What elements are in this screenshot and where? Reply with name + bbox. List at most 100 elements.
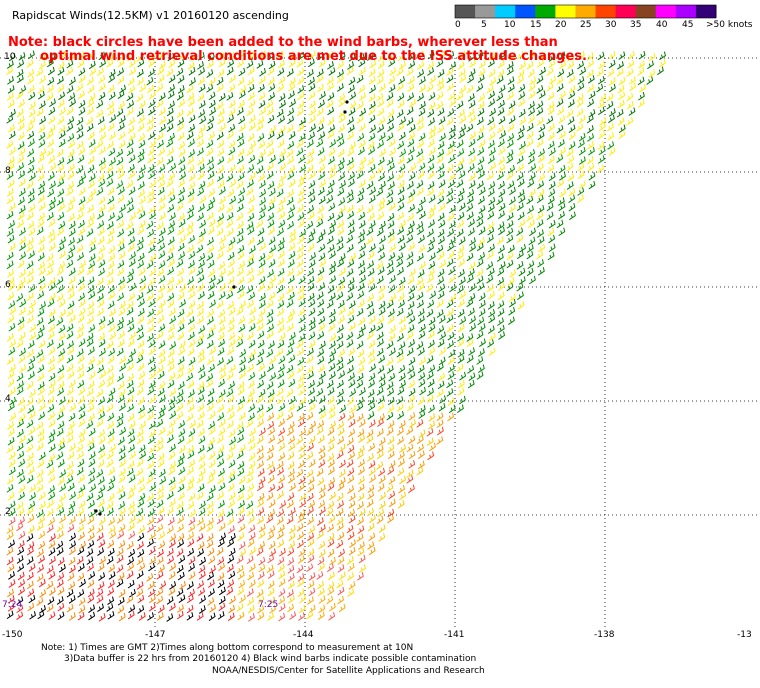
wind-barb xyxy=(356,74,364,84)
wind-barb xyxy=(29,492,36,501)
wind-barb xyxy=(218,389,226,398)
wind-barb xyxy=(117,260,125,269)
wind-barb xyxy=(88,212,95,222)
wind-barb xyxy=(68,595,76,604)
wind-barb xyxy=(178,420,186,429)
wind-barb xyxy=(438,116,446,125)
wind-barb xyxy=(78,428,86,438)
wind-barb xyxy=(186,244,194,253)
wind-barb xyxy=(388,460,396,469)
speed-color-scale xyxy=(454,4,717,19)
wind-barb xyxy=(98,379,105,389)
wind-barb xyxy=(457,61,465,70)
wind-barb xyxy=(277,539,285,548)
wind-barb xyxy=(276,188,284,198)
wind-barb xyxy=(318,99,325,109)
wind-barb xyxy=(547,227,555,237)
wind-barb xyxy=(136,108,144,117)
wind-barb xyxy=(347,147,355,157)
wind-barb xyxy=(56,293,64,302)
wind-barb xyxy=(486,171,494,181)
wind-barb xyxy=(508,186,516,196)
wind-barb xyxy=(147,524,154,533)
wind-barb xyxy=(217,475,225,485)
wind-barb xyxy=(106,221,114,230)
wind-barb xyxy=(228,491,236,501)
wind-barb xyxy=(546,82,554,92)
wind-barb xyxy=(26,443,34,453)
wind-barb xyxy=(428,204,436,213)
wind-barb xyxy=(346,268,354,277)
wind-barb xyxy=(538,123,546,133)
wind-barb xyxy=(229,436,236,446)
wind-barb xyxy=(359,156,367,166)
wind-barb xyxy=(128,59,136,68)
wind-barb xyxy=(459,74,467,83)
wind-barb xyxy=(207,236,214,246)
wind-barb xyxy=(117,373,124,382)
wind-barb xyxy=(128,420,136,430)
scale-swatch xyxy=(635,5,657,18)
wind-barb xyxy=(488,196,496,206)
wind-barb xyxy=(9,396,17,406)
wind-barb xyxy=(68,421,75,430)
wind-barb xyxy=(247,164,255,173)
wind-barb xyxy=(437,124,445,134)
contamination-dot xyxy=(98,512,102,516)
wind-barb xyxy=(218,364,226,373)
wind-barb xyxy=(566,69,574,78)
wind-barb xyxy=(318,562,325,572)
wind-barb xyxy=(618,130,626,140)
wind-barb xyxy=(157,235,164,245)
wind-barb xyxy=(208,555,216,565)
wind-barb xyxy=(368,467,376,476)
wind-barb xyxy=(116,419,124,428)
wind-barb xyxy=(166,427,174,436)
wind-barb xyxy=(136,324,144,334)
wind-barb xyxy=(449,98,457,107)
wind-barb xyxy=(578,132,586,142)
wind-barb xyxy=(618,51,626,60)
wind-barb xyxy=(26,211,34,221)
scale-swatch xyxy=(515,5,536,18)
wind-barb xyxy=(177,85,185,94)
wind-barb xyxy=(446,195,454,204)
wind-barb xyxy=(579,66,587,76)
wind-barb xyxy=(158,284,166,293)
wind-barb xyxy=(558,211,565,220)
wind-barb xyxy=(316,107,324,117)
wind-barb xyxy=(338,114,346,124)
wind-barb xyxy=(159,116,166,125)
wind-barb xyxy=(518,61,526,70)
wind-barb xyxy=(437,82,445,92)
wind-barb xyxy=(26,571,34,581)
wind-barb xyxy=(188,300,196,309)
wind-barb xyxy=(168,451,176,460)
wind-barb xyxy=(357,525,365,534)
wind-barb xyxy=(318,370,326,380)
wind-barb xyxy=(56,340,64,349)
wind-barb xyxy=(176,370,184,380)
wind-barb xyxy=(498,164,506,173)
wind-barb xyxy=(618,91,626,100)
wind-barb xyxy=(207,163,215,172)
wind-barb xyxy=(248,339,256,349)
wind-barb xyxy=(367,157,374,166)
wind-barb xyxy=(276,130,284,140)
wind-barb xyxy=(287,557,295,566)
wind-barb xyxy=(106,507,114,517)
wind-barb xyxy=(606,93,614,102)
wind-barb xyxy=(27,525,35,534)
wind-barb xyxy=(28,563,36,572)
wind-barb xyxy=(366,435,374,444)
wind-barb xyxy=(148,170,156,180)
wind-barb xyxy=(317,348,325,358)
wind-barb xyxy=(167,276,175,286)
wind-barb xyxy=(268,434,276,444)
wind-barb xyxy=(288,395,296,405)
wind-barb xyxy=(127,243,135,252)
wind-barb xyxy=(38,139,46,148)
wind-barb xyxy=(518,219,526,228)
wind-barb xyxy=(187,92,195,101)
wind-barb xyxy=(567,116,575,125)
